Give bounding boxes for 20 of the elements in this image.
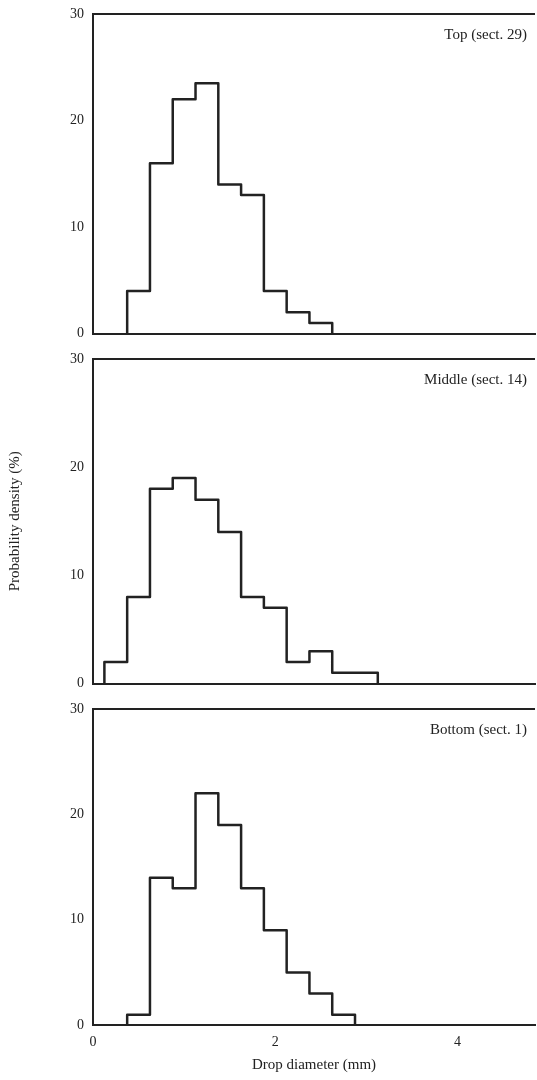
y-tick-label: 20	[70, 112, 84, 128]
annotation: Bottom (sect. 1)	[429, 721, 527, 739]
y-axis-title: Probability density (%)	[5, 451, 23, 592]
y-tick-label: 0	[77, 1016, 84, 1032]
annotation: Middle (sect. 14)	[424, 371, 527, 389]
y-tick-label: 30	[70, 5, 84, 21]
y-tick-label: 0	[77, 675, 84, 691]
y-tick-label: 10	[70, 567, 84, 583]
x-tick-label: 0	[89, 1034, 97, 1050]
y-tick-label: 20	[70, 806, 84, 822]
x-tick-label: 2	[271, 1034, 279, 1050]
y-tick-label: 10	[70, 911, 84, 927]
y-tick-label: 20	[70, 458, 84, 474]
y-tick-label: 10	[70, 218, 84, 234]
y-tick-label: 30	[70, 350, 84, 366]
y-tick-label: 0	[77, 325, 84, 341]
y-tick-label: 30	[70, 700, 84, 716]
x-tick-label: 4	[454, 1034, 462, 1050]
x-axis-title: Drop diameter (mm)	[251, 1055, 377, 1073]
annotation: Top (sect. 29)	[444, 26, 527, 44]
